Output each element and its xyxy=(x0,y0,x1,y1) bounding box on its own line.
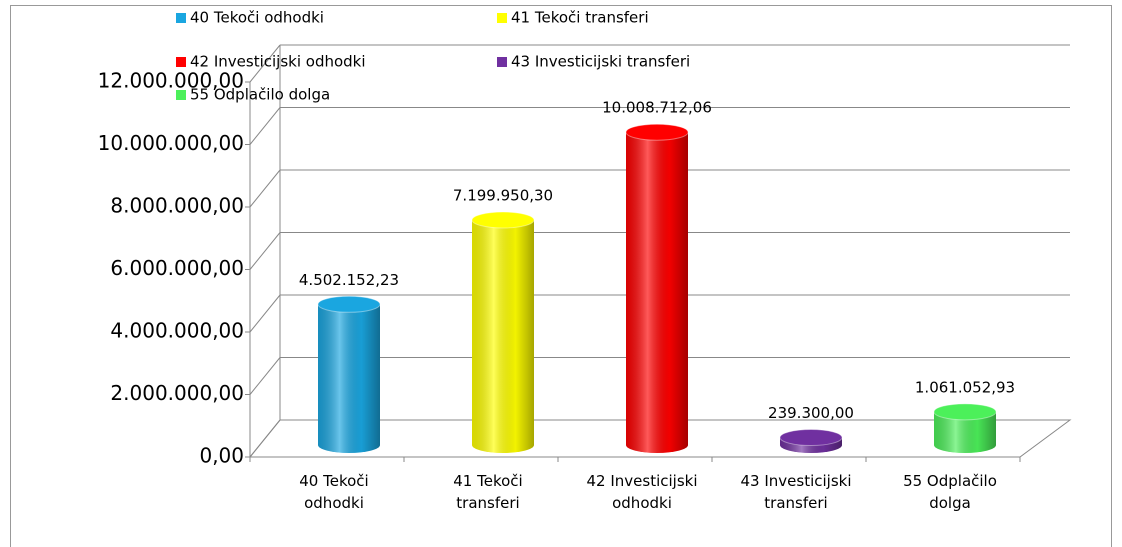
legend-label: 55 Odplačilo dolga xyxy=(190,86,330,104)
y-tick-label: 0,00 xyxy=(199,444,244,468)
x-tick-label: 43 Investicijski transferi xyxy=(740,472,852,512)
legend-swatch xyxy=(497,57,507,67)
cylinder-top xyxy=(779,429,843,447)
value-label: 10.008.712,06 xyxy=(602,99,712,117)
legend-swatch xyxy=(176,57,186,67)
legend-label: 40 Tekoči odhodki xyxy=(190,9,324,27)
grid-line xyxy=(249,232,281,270)
x-tick-label: 40 Tekoči odhodki xyxy=(299,472,369,512)
legend-swatch xyxy=(176,13,186,23)
x-tick-label: 55 Odplačilo dolga xyxy=(903,472,997,512)
y-tick-label: 2.000.000,00 xyxy=(110,381,244,405)
cylinder-top xyxy=(933,403,997,421)
value-label: 7.199.950,30 xyxy=(453,187,553,205)
grid-line xyxy=(249,357,281,395)
y-tick-label: 8.000.000,00 xyxy=(110,194,244,218)
legend-label: 41 Tekoči transferi xyxy=(511,9,649,27)
cylinder-shade xyxy=(626,132,688,453)
cylinder xyxy=(779,429,843,453)
cylinder xyxy=(471,211,535,453)
cylinder-shade xyxy=(318,304,380,453)
legend-swatch xyxy=(176,90,186,100)
value-label: 4.502.152,23 xyxy=(299,271,399,289)
y-tick-label: 4.000.000,00 xyxy=(110,319,244,343)
legend-label: 42 Investicijski odhodki xyxy=(190,53,366,71)
grid-line xyxy=(249,107,281,145)
grid-line xyxy=(249,419,281,458)
x-tick-label: 42 Investicijski odhodki xyxy=(586,472,698,512)
grid-line xyxy=(249,294,281,333)
y-tick-label: 10.000.000,00 xyxy=(98,131,244,155)
y-tick-label: 12.000.000,00 xyxy=(98,69,244,93)
cylinder-shade xyxy=(934,411,996,453)
cylinder-top xyxy=(471,211,535,229)
grid-line xyxy=(249,44,281,83)
cylinder xyxy=(625,123,689,453)
y-tick-label: 6.000.000,00 xyxy=(110,256,244,280)
chart-border xyxy=(10,5,1112,547)
value-label: 1.061.052,93 xyxy=(915,378,1015,396)
cylinder xyxy=(933,403,997,453)
cylinder-top xyxy=(625,123,689,141)
cylinder-shade xyxy=(472,220,534,453)
cylinder xyxy=(317,295,381,453)
legend-swatch xyxy=(497,13,507,23)
legend-label: 43 Investicijski transferi xyxy=(511,53,690,71)
grid-line xyxy=(249,169,281,208)
value-label: 239.300,00 xyxy=(768,404,854,422)
cylinder-top xyxy=(317,295,381,313)
x-tick-label: 41 Tekoči transferi xyxy=(453,472,523,512)
